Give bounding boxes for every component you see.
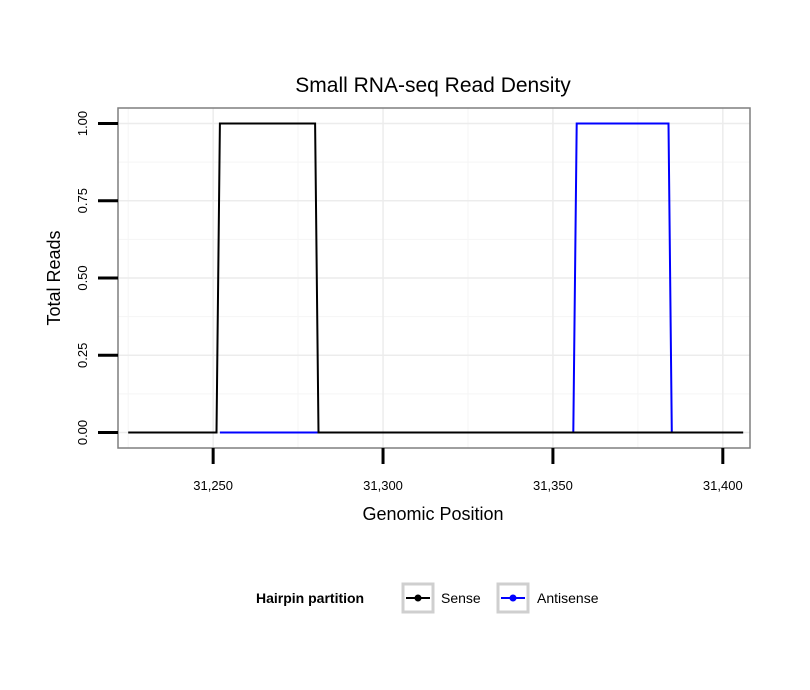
x-tick-label: 31,300	[363, 478, 403, 493]
chart-title: Small RNA-seq Read Density	[295, 74, 571, 97]
y-tick-label: 1.00	[75, 111, 90, 136]
x-tick-label: 31,400	[703, 478, 743, 493]
y-tick-label: 0.50	[75, 265, 90, 290]
series-line-antisense	[219, 122, 673, 434]
y-tick-label: 0.25	[75, 343, 90, 368]
legend: Hairpin partition Sense Antisense	[256, 582, 599, 614]
legend-item-antisense: Antisense	[496, 582, 599, 614]
legend-point-sense	[414, 594, 422, 602]
y-axis-title: Total Reads	[44, 230, 64, 325]
x-tick-label: 31,350	[533, 478, 573, 493]
series-line-sense	[128, 122, 744, 434]
legend-point-antisense	[509, 594, 517, 602]
legend-item-sense: Sense	[401, 582, 481, 614]
grid	[118, 108, 750, 448]
y-axis: 0.00 0.25 0.50 0.75 1.00	[75, 111, 118, 445]
x-tick-label: 31,250	[193, 478, 233, 493]
x-axis-title: Genomic Position	[362, 504, 503, 524]
legend-label-sense: Sense	[441, 590, 481, 606]
x-axis: 31,250 31,300 31,350 31,400	[193, 448, 743, 493]
y-tick-label: 0.00	[75, 420, 90, 445]
series-layer	[128, 122, 744, 434]
legend-title: Hairpin partition	[256, 590, 364, 606]
legend-label-antisense: Antisense	[537, 590, 599, 606]
y-tick-label: 0.75	[75, 188, 90, 213]
